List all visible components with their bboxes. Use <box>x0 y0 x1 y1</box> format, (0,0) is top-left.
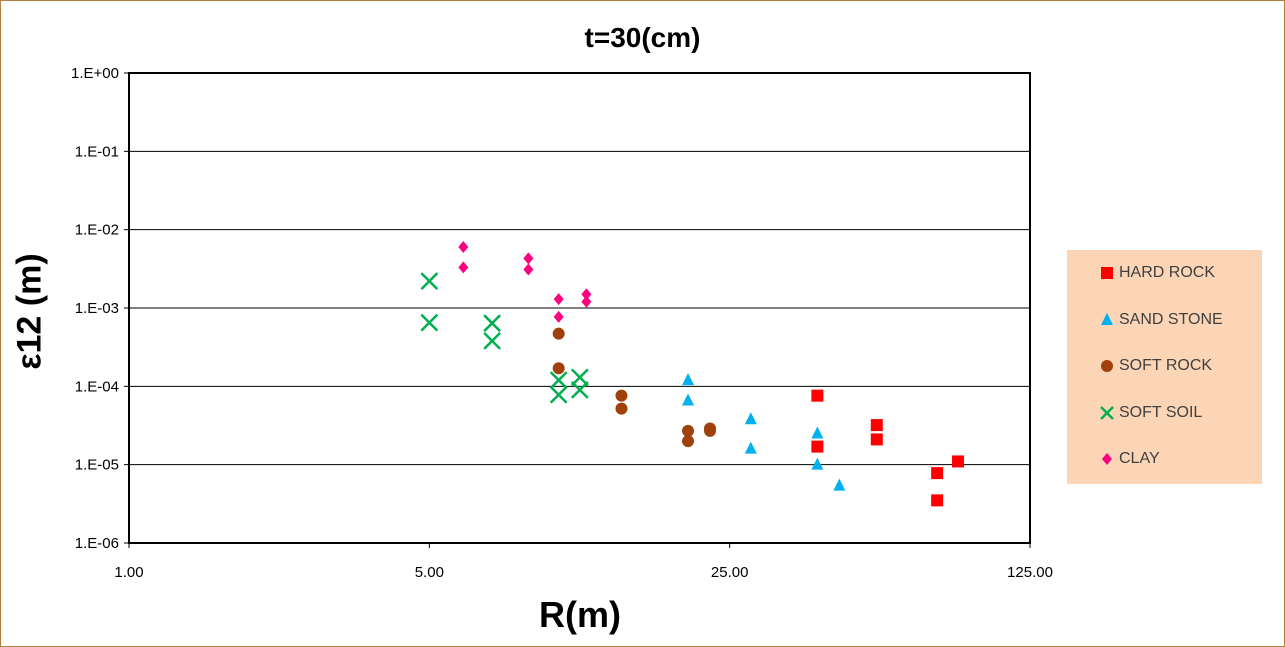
x-axis-title: R(m) <box>539 594 621 635</box>
hard-rock-point <box>811 389 824 402</box>
legend-marker-sand-stone <box>1101 312 1113 325</box>
y-axis-title: ε12 (m) <box>10 253 49 370</box>
sand-stone-point <box>744 412 757 425</box>
clay-point <box>523 263 534 276</box>
gridlines <box>129 72 1030 544</box>
clay-point <box>458 241 469 254</box>
soft-rock-point <box>615 389 628 402</box>
legend-marker-soft-soil <box>1100 405 1114 420</box>
legend-item-soft-rock: SOFT ROCK <box>1067 356 1262 380</box>
clay-point <box>581 288 592 301</box>
legend-label: CLAY <box>1119 450 1160 467</box>
x-tick-label: 5.00 <box>415 564 444 581</box>
hard-rock-point <box>870 433 883 446</box>
soft-rock-point <box>552 327 565 340</box>
sand-stone-point <box>682 393 695 406</box>
hard-rock-point <box>870 419 883 432</box>
legend-marker-soft-rock <box>1101 360 1113 372</box>
soft-soil-point <box>549 385 568 404</box>
y-tick-label: 1.E-02 <box>75 222 119 239</box>
legend-label: SOFT SOIL <box>1119 403 1203 421</box>
soft-rock-point <box>682 435 695 448</box>
x-tick-label: 125.00 <box>1007 564 1053 581</box>
soft-rock-point <box>615 402 628 415</box>
y-tick-label: 1.E-03 <box>75 300 119 317</box>
legend-item-hard-rock: HARD ROCK <box>1067 263 1262 287</box>
clay-point <box>581 295 592 308</box>
legend: HARD ROCK SAND STONE SOFT ROCK SOFT SOIL CLA… <box>1067 250 1262 484</box>
hard-rock-point <box>811 440 824 453</box>
y-tick-label: 1.E+00 <box>71 65 119 82</box>
hard-rock-point <box>931 467 944 480</box>
soft-soil-point <box>570 368 589 387</box>
hard-rock-point <box>931 494 944 507</box>
y-tick-label: 1.E-04 <box>75 378 119 395</box>
legend-item-sand-stone: SAND STONE <box>1067 310 1262 334</box>
sand-stone-point <box>811 426 824 439</box>
clay-point <box>458 261 469 274</box>
y-tick-label: 1.E-01 <box>75 143 119 160</box>
legend-item-clay: CLAY <box>1067 449 1262 473</box>
axis-ticks: 1.E-06 1.E-05 1.E-04 1.E-03 1.E-02 1.E-01 1.E+… <box>71 65 1053 581</box>
x-tick-label: 1.00 <box>114 564 143 581</box>
clay-point <box>553 293 564 306</box>
legend-item-soft-soil: SOFT SOIL <box>1067 403 1262 427</box>
soft-rock-point <box>704 424 717 437</box>
legend-label: SOFT ROCK <box>1119 357 1213 374</box>
legend-marker-clay <box>1102 453 1112 465</box>
soft-soil-point <box>483 314 502 333</box>
legend-marker-hard-rock <box>1101 267 1113 279</box>
clay-point <box>553 310 564 323</box>
legend-label: SAND STONE <box>1119 310 1223 328</box>
clay-point <box>523 252 534 265</box>
soft-soil-point <box>549 371 568 390</box>
legend-label: HARD ROCK <box>1119 264 1216 281</box>
y-tick-label: 1.E-06 <box>75 535 119 552</box>
hard-rock-point <box>952 455 965 468</box>
sand-stone-point <box>744 441 757 454</box>
soft-soil-point <box>420 272 439 291</box>
y-tick-label: 1.E-05 <box>75 457 119 474</box>
sand-stone-point <box>682 373 695 386</box>
soft-soil-point <box>570 381 589 399</box>
soft-soil-point <box>420 313 439 332</box>
sand-stone-point <box>811 457 824 470</box>
sand-stone-point <box>833 478 846 491</box>
soft-rock-point <box>682 424 695 437</box>
soft-rock-point <box>552 362 565 375</box>
x-tick-label: 25.00 <box>711 564 749 581</box>
chart-title: t=30(cm) <box>584 22 701 53</box>
data-points <box>420 241 965 507</box>
soft-soil-point <box>483 332 502 350</box>
